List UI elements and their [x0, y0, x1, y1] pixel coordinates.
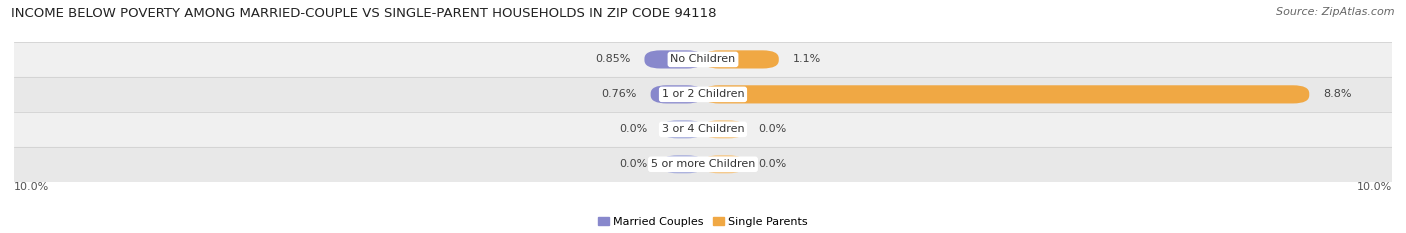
- FancyBboxPatch shape: [703, 155, 744, 173]
- Text: 10.0%: 10.0%: [1357, 182, 1392, 192]
- FancyBboxPatch shape: [644, 50, 703, 69]
- Text: 5 or more Children: 5 or more Children: [651, 159, 755, 169]
- FancyBboxPatch shape: [703, 120, 744, 138]
- Text: INCOME BELOW POVERTY AMONG MARRIED-COUPLE VS SINGLE-PARENT HOUSEHOLDS IN ZIP COD: INCOME BELOW POVERTY AMONG MARRIED-COUPL…: [11, 7, 717, 20]
- Text: 0.0%: 0.0%: [620, 159, 648, 169]
- FancyBboxPatch shape: [662, 155, 703, 173]
- Text: No Children: No Children: [671, 55, 735, 64]
- Text: 8.8%: 8.8%: [1323, 89, 1351, 99]
- FancyBboxPatch shape: [703, 85, 1309, 103]
- Text: 0.0%: 0.0%: [620, 124, 648, 134]
- Text: 1.1%: 1.1%: [793, 55, 821, 64]
- Text: Source: ZipAtlas.com: Source: ZipAtlas.com: [1277, 7, 1395, 17]
- Text: 0.0%: 0.0%: [758, 124, 786, 134]
- Bar: [14, 42, 1392, 77]
- Bar: [14, 77, 1392, 112]
- Text: 0.0%: 0.0%: [758, 159, 786, 169]
- Text: 3 or 4 Children: 3 or 4 Children: [662, 124, 744, 134]
- Bar: [14, 147, 1392, 182]
- Text: 10.0%: 10.0%: [14, 182, 49, 192]
- FancyBboxPatch shape: [651, 85, 703, 103]
- Text: 0.85%: 0.85%: [595, 55, 631, 64]
- FancyBboxPatch shape: [703, 50, 779, 69]
- Text: 1 or 2 Children: 1 or 2 Children: [662, 89, 744, 99]
- FancyBboxPatch shape: [662, 120, 703, 138]
- Legend: Married Couples, Single Parents: Married Couples, Single Parents: [596, 215, 810, 229]
- Text: 0.76%: 0.76%: [602, 89, 637, 99]
- Bar: [14, 112, 1392, 147]
